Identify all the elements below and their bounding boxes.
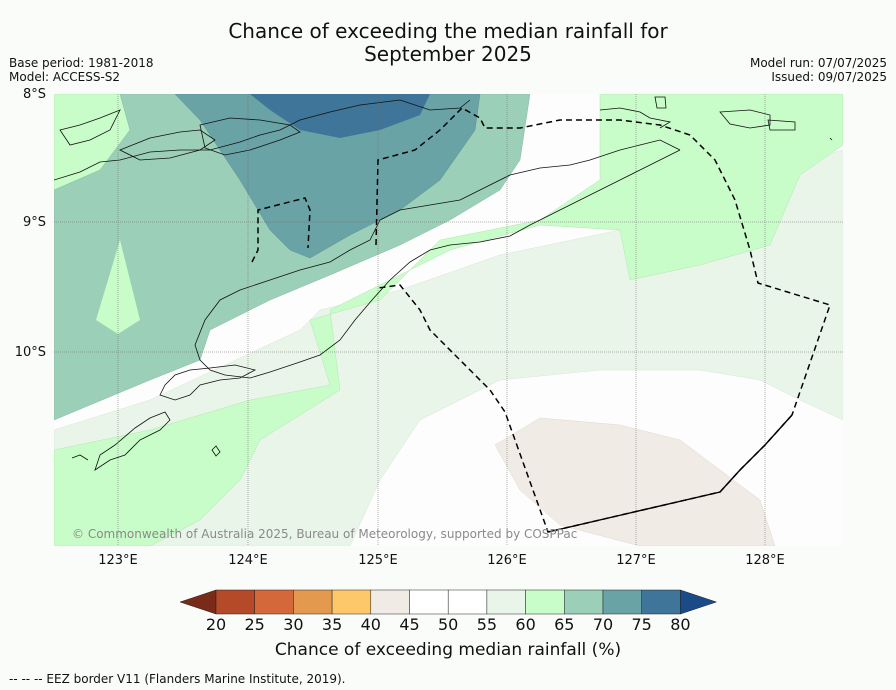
colorbar-extend-high <box>680 589 718 615</box>
colorbar-extend-low <box>179 589 217 615</box>
region-70-75 <box>174 94 481 259</box>
region-40-45 <box>494 417 776 546</box>
title-line-1: Chance of exceeding the median rainfall … <box>228 19 668 43</box>
meta-left: Base period: 1981-2018 Model: ACCESS-S2 <box>9 56 154 84</box>
colorbar-segment <box>409 589 449 615</box>
graticule <box>54 94 843 546</box>
eez-border <box>251 107 831 533</box>
model-name: Model: ACCESS-S2 <box>9 70 121 84</box>
colorbar-tick-label: 80 <box>670 615 691 634</box>
colorbar-segment <box>447 589 488 615</box>
eez-legend-note: -- -- -- EEZ border V11 (Flanders Marine… <box>9 672 346 686</box>
colorbar-tick-label: 40 <box>360 615 381 634</box>
title-line-2: September 2025 <box>364 42 532 66</box>
lon-label-123e: 123°E <box>98 553 138 568</box>
colorbar-tick-label: 65 <box>554 615 575 634</box>
colorbar-tick-label: 70 <box>592 615 614 634</box>
colorbar-tick-label: 50 <box>438 615 459 634</box>
colorbar-tick-label: 60 <box>515 615 536 634</box>
base-period: Base period: 1981-2018 <box>9 56 154 70</box>
colorbar-segment <box>215 589 255 615</box>
colorbar-segment <box>564 589 604 615</box>
colorbar-segment <box>641 589 681 615</box>
region-60-65 <box>54 94 843 546</box>
lon-label-126e: 126°E <box>487 553 527 568</box>
issued-date: Issued: 09/07/2025 <box>771 70 887 84</box>
colorbar-segment <box>331 589 372 615</box>
colorbar-segment <box>254 589 294 615</box>
colorbar-tick-label: 30 <box>283 615 304 634</box>
colorbar-tick-label: 25 <box>244 615 265 634</box>
lat-label-9s: 9°S <box>22 215 46 230</box>
colorbar-tick-label: 55 <box>476 615 498 634</box>
colorbar-segment <box>293 589 333 615</box>
colorbar-title: Chance of exceeding median rainfall (%) <box>274 640 622 660</box>
lat-label-10s: 10°S <box>14 345 46 360</box>
model-run: Model run: 07/07/2025 <box>749 56 887 70</box>
lon-label-124e: 124°E <box>228 553 268 568</box>
colorbar-segment <box>370 589 410 615</box>
colorbar-segment <box>486 589 526 615</box>
map-title: Chance of exceeding the median rainfall … <box>0 20 896 66</box>
lat-label-8s: 8°S <box>22 87 46 102</box>
meta-right: Model run: 07/07/2025 Issued: 09/07/2025 <box>750 56 887 84</box>
eez-border-solid <box>547 414 793 533</box>
colorbar-tick-label: 45 <box>399 615 420 634</box>
coastlines <box>54 96 833 471</box>
colorbar-tick-label: 75 <box>631 615 652 634</box>
copyright-notice: © Commonwealth of Australia 2025, Bureau… <box>72 527 578 541</box>
colorbar-segment <box>525 589 565 615</box>
colorbar <box>179 589 718 615</box>
lon-label-125e: 125°E <box>358 553 398 568</box>
lon-label-128e: 128°E <box>745 553 785 568</box>
lon-label-127e: 127°E <box>616 553 656 568</box>
region-75-80 <box>250 94 430 138</box>
colorbar-tick-label: 35 <box>321 615 343 634</box>
colorbar-tick-label: 20 <box>205 615 227 634</box>
colorbar-segment <box>602 589 642 615</box>
